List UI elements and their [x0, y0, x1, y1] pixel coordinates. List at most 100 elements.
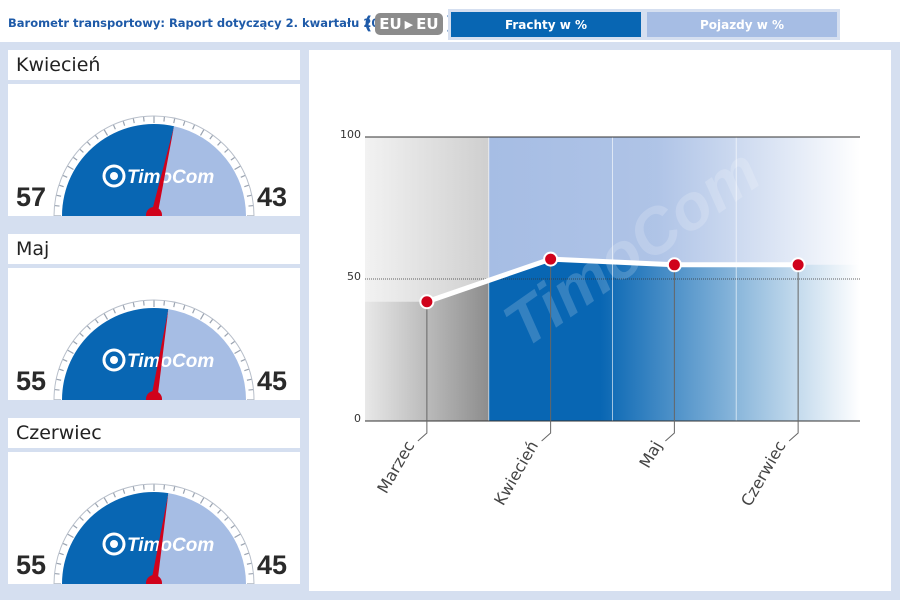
gauge-tick	[56, 562, 62, 565]
gauge-tick	[62, 358, 68, 362]
gauge-panel-may: TimoCom 55 45	[8, 268, 300, 400]
tab-vehicles-percent[interactable]: Pojazdy w %	[644, 9, 840, 40]
gauge-tick	[248, 204, 254, 207]
gauge-tick	[224, 332, 229, 337]
tab-freight-percent[interactable]: Frachty w %	[448, 9, 644, 40]
gauge-tick	[94, 318, 99, 324]
gauge-dial-june: TimoCom	[53, 483, 255, 584]
gauge-tick	[209, 502, 214, 508]
gauge-tick	[142, 484, 145, 490]
gauge-tick	[103, 497, 109, 504]
gauge-tick	[54, 388, 60, 391]
gauge-tick	[224, 516, 229, 521]
svg-text:TimoCom: TimoCom	[127, 535, 214, 556]
gauge-tick	[112, 124, 116, 130]
gauge-tick	[199, 313, 205, 320]
gauge-tick	[163, 484, 166, 490]
gauge-tick	[79, 148, 84, 153]
gauge-tick	[199, 497, 205, 504]
gauge-tick	[103, 129, 109, 136]
gauge-tick	[246, 194, 252, 197]
gauge-tick	[192, 492, 196, 498]
gauge-needle-hub	[146, 391, 162, 400]
gauge-tick	[67, 533, 74, 539]
month-label-april: Kwiecień	[8, 50, 300, 80]
gauge-tick	[244, 368, 250, 372]
gauge-tick	[182, 488, 186, 494]
route-indicator: ( EU ▶ EU )	[364, 11, 454, 37]
gauge-tick	[163, 300, 166, 306]
gauge-tick	[132, 486, 135, 492]
gauge-panel-april: TimoCom 57 43	[8, 84, 300, 216]
gauge-tick	[217, 509, 222, 514]
gauge-tick	[94, 502, 99, 508]
gauge-tick	[234, 349, 241, 355]
gauge-tick	[246, 378, 252, 381]
gauge-tick	[112, 492, 116, 498]
gauge-tick	[54, 204, 60, 207]
gauge-tick	[72, 156, 78, 161]
gauge-rim	[53, 299, 255, 400]
gauge-tick	[54, 572, 60, 575]
gauge-tick	[234, 165, 241, 171]
data-point-czerwiec	[790, 257, 806, 273]
y-tick-label: 100	[340, 128, 361, 141]
gauge-tick	[72, 524, 78, 529]
gauge-left-value: 57	[16, 182, 47, 212]
gauge-tick	[58, 552, 64, 556]
gauge-tick	[244, 184, 250, 188]
point-leader-line	[665, 264, 675, 442]
gauge-tick	[248, 388, 254, 391]
gauge-right-value: 45	[257, 550, 288, 580]
gauge-tick	[86, 325, 91, 330]
gauge-tick	[230, 524, 236, 529]
gauge-tick	[182, 120, 186, 126]
timocom-logo: TimoCom	[102, 164, 214, 188]
gauge-left-value: 55	[16, 550, 47, 580]
gauge-right-sector	[154, 309, 246, 400]
series-line	[426, 256, 799, 305]
x-tick-label: Maj	[635, 438, 665, 472]
point-leader-line	[417, 301, 428, 442]
gauge-tick	[199, 129, 205, 136]
point-leader-line	[541, 259, 552, 442]
gauge-tick	[62, 542, 68, 546]
gauge-tick	[86, 141, 91, 146]
gauge-needle-hub	[146, 575, 162, 584]
x-tick-label: Czerwiec	[737, 438, 790, 510]
gauge-tick	[58, 368, 64, 372]
gauge-tick	[209, 134, 214, 140]
route-open-paren: (	[364, 13, 373, 34]
gauge-needle	[150, 494, 169, 584]
gauge-tick	[192, 308, 196, 314]
y-tick-label: 0	[354, 412, 361, 425]
gauge-tick	[79, 332, 84, 337]
gauge-tick	[230, 340, 236, 345]
play-triangle-icon: ▶	[404, 17, 414, 31]
gauge-ticks	[54, 300, 254, 400]
page-title: Barometr transportowy: Raport dotyczący …	[8, 16, 396, 30]
gauge-tick	[132, 118, 135, 124]
gauge-dial-april: TimoCom	[53, 115, 255, 216]
month-label-may: Maj	[8, 234, 300, 264]
gauge-left-value: 55	[16, 366, 47, 396]
gauge-tick	[248, 572, 254, 575]
gauge-tick	[244, 552, 250, 556]
gauge-tick	[132, 302, 135, 308]
gauge-left-sector	[62, 492, 169, 584]
month-label-june: Czerwiec	[8, 418, 300, 448]
svg-text:TimoCom: TimoCom	[127, 167, 214, 188]
gauge-tick	[240, 358, 246, 362]
svg-text:TimoCom: TimoCom	[127, 351, 214, 372]
gauge-tick	[163, 116, 166, 122]
gauge-right-value: 43	[257, 182, 288, 212]
gauge-rim	[53, 115, 255, 216]
route-to: EU	[416, 15, 439, 33]
gauge-tick	[224, 148, 229, 153]
gauge-tick	[230, 156, 236, 161]
gauge-tick	[217, 325, 222, 330]
gauge-tick	[192, 124, 196, 130]
gauge-tick	[142, 116, 145, 122]
gauge-tick	[217, 141, 222, 146]
